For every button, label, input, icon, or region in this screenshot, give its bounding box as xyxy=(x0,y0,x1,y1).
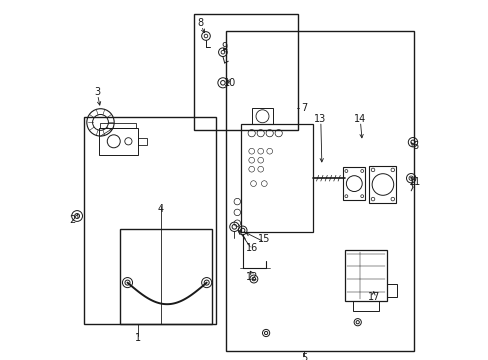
Bar xyxy=(345,250,386,301)
Bar xyxy=(101,123,136,128)
Bar xyxy=(194,14,298,130)
Bar xyxy=(343,167,365,200)
Bar xyxy=(120,229,212,324)
Bar xyxy=(138,138,147,145)
Bar xyxy=(99,128,138,155)
Text: 2: 2 xyxy=(69,215,75,225)
Text: 12: 12 xyxy=(246,272,258,282)
Bar xyxy=(241,124,312,232)
Text: 7: 7 xyxy=(300,103,306,113)
Bar xyxy=(251,108,273,124)
Text: 11: 11 xyxy=(408,177,421,187)
Text: 13: 13 xyxy=(313,114,325,124)
Text: 4: 4 xyxy=(158,204,163,214)
Text: 14: 14 xyxy=(353,114,365,124)
Text: 6: 6 xyxy=(411,141,418,151)
Text: 8: 8 xyxy=(197,18,203,28)
Text: 17: 17 xyxy=(367,292,380,302)
Bar xyxy=(386,284,396,297)
Bar xyxy=(84,117,215,324)
Text: 3: 3 xyxy=(94,87,101,97)
Bar xyxy=(226,31,413,351)
Text: 10: 10 xyxy=(224,78,236,88)
Text: 9: 9 xyxy=(221,42,227,52)
Bar xyxy=(353,301,378,311)
Text: 16: 16 xyxy=(245,243,257,253)
Bar xyxy=(368,166,396,203)
Text: 15: 15 xyxy=(258,234,270,244)
Text: 5: 5 xyxy=(300,353,306,360)
Text: 1: 1 xyxy=(135,333,141,343)
